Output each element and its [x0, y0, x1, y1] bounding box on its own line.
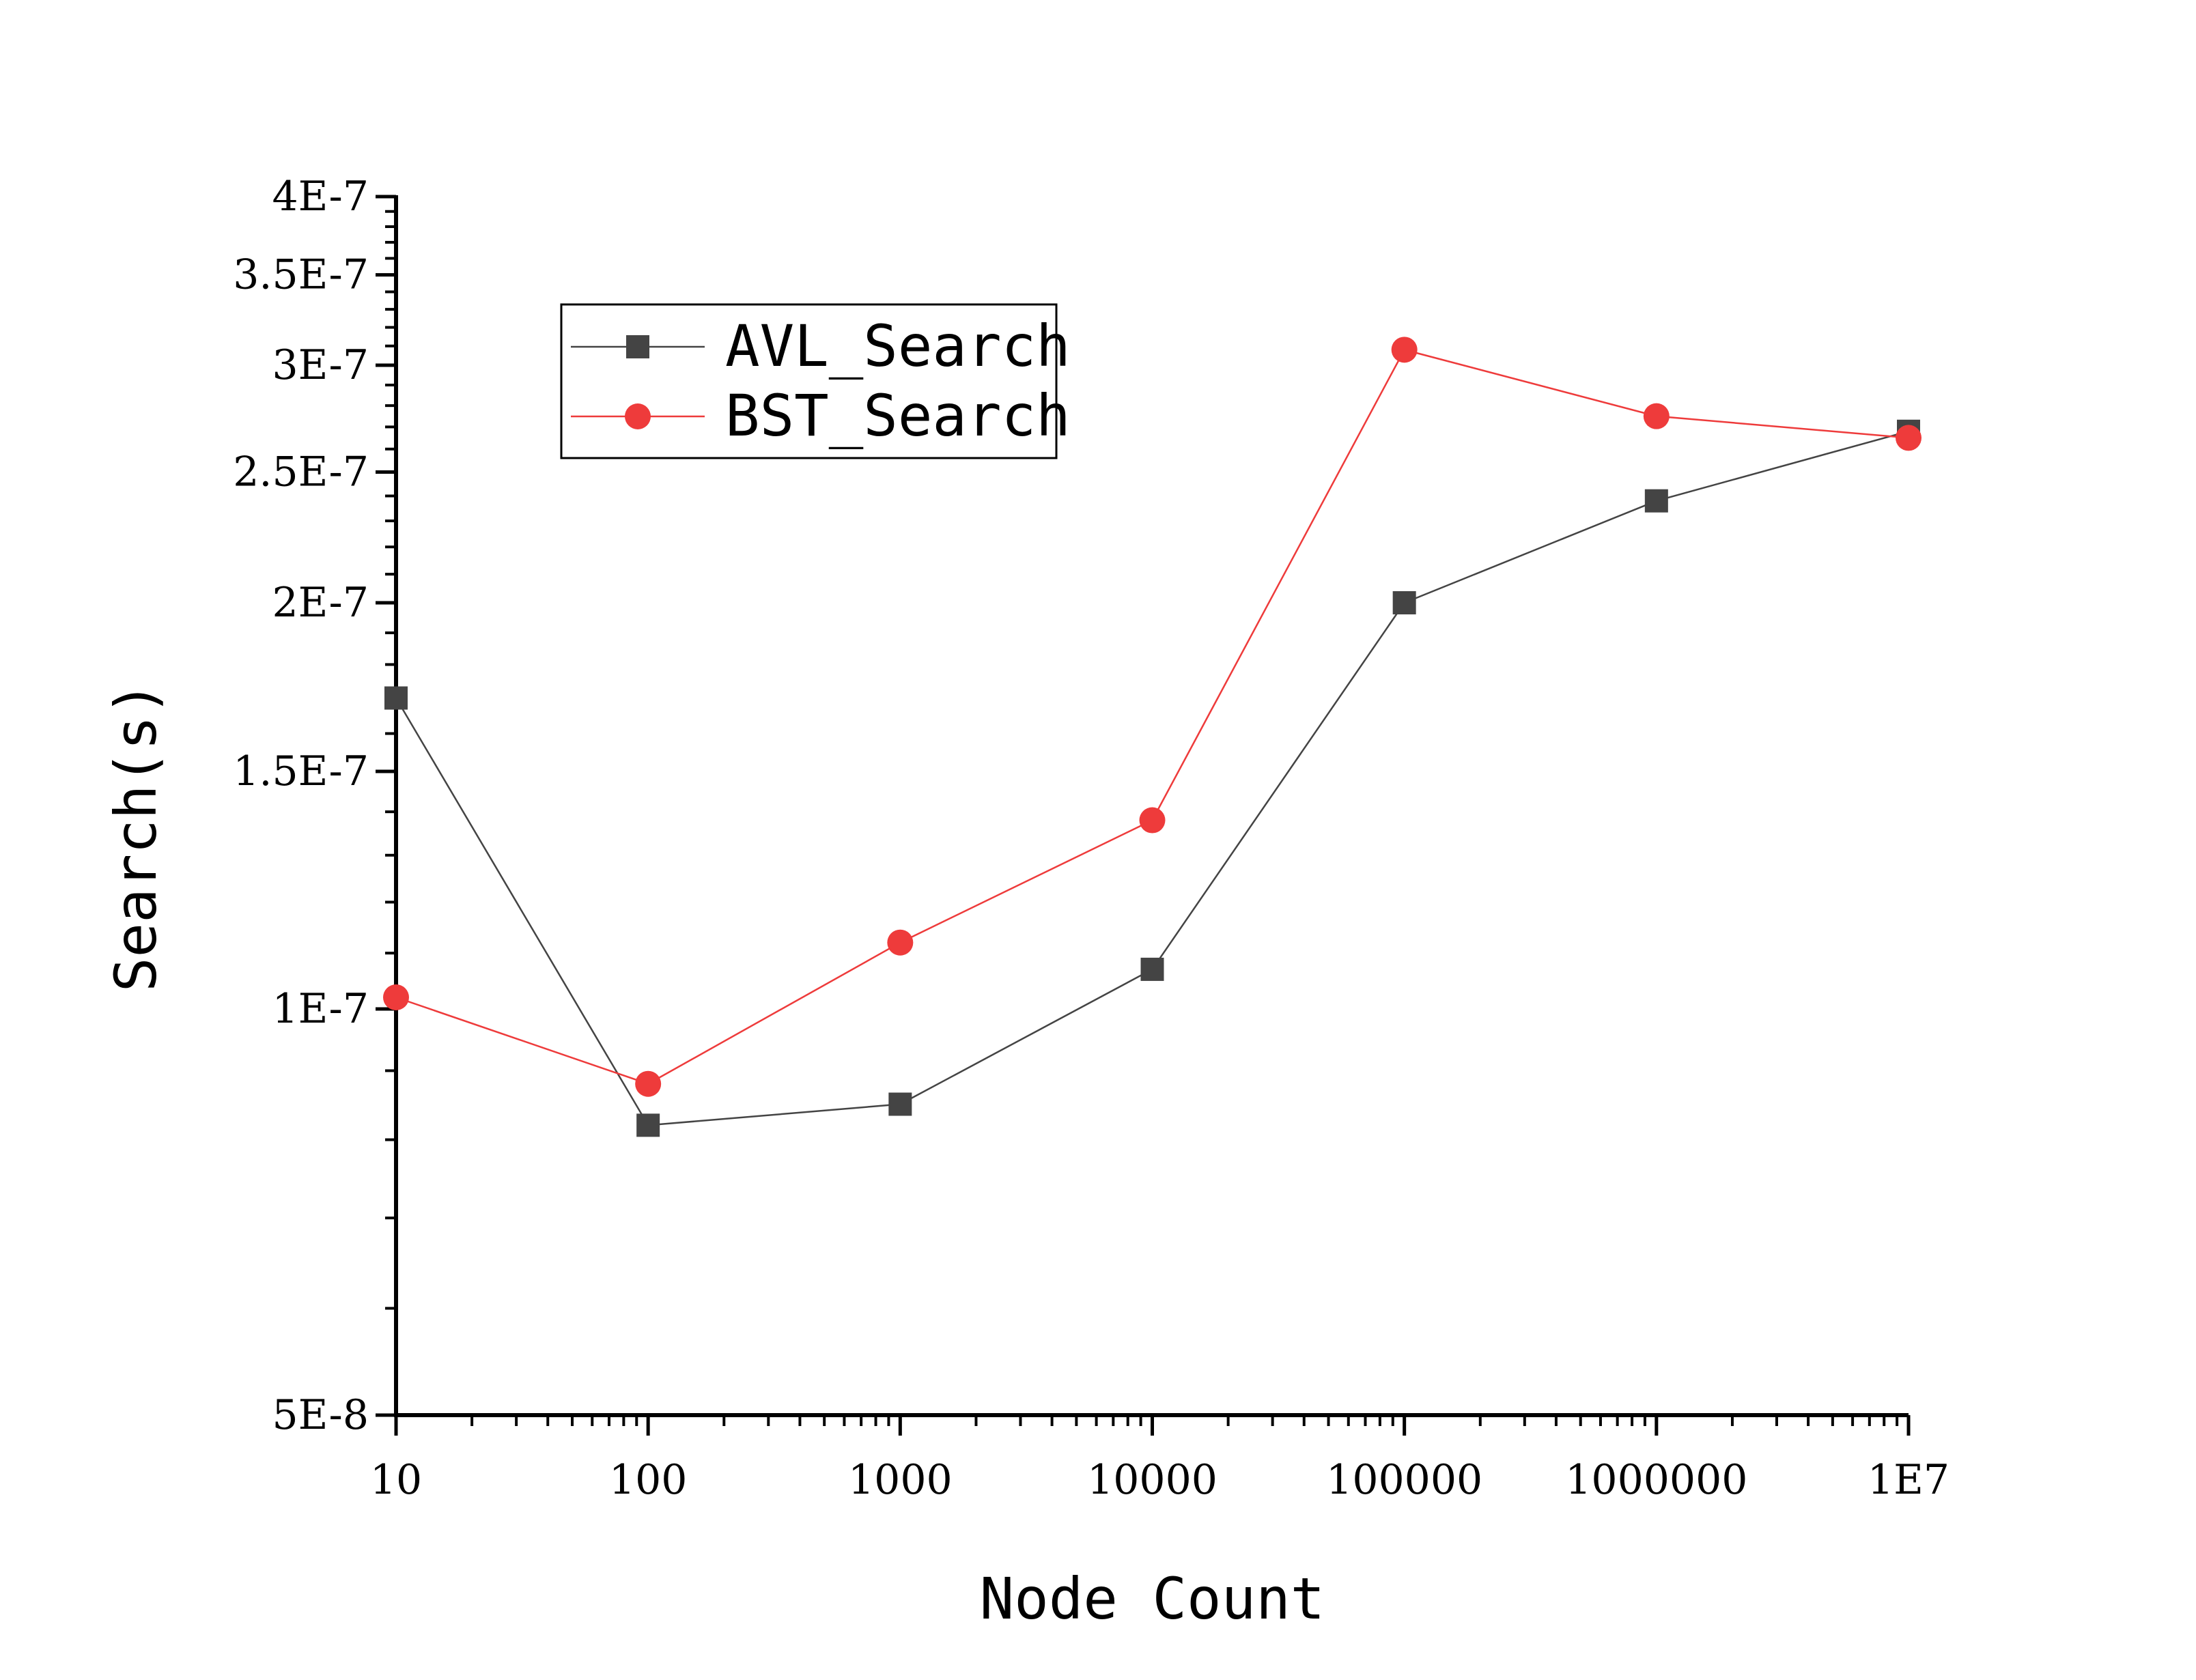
data-point: [384, 686, 408, 710]
data-point: [1391, 337, 1418, 363]
legend-box: [560, 303, 1058, 459]
y-tick-label: 4E-7: [272, 173, 369, 220]
series: [383, 337, 1922, 1137]
y-tick-label: 1E-7: [272, 985, 369, 1033]
data-point: [635, 1070, 662, 1097]
y-tick-label: 2.5E-7: [233, 448, 369, 496]
x-tick-label: 1E7: [1868, 1456, 1949, 1504]
legend-marker: [625, 403, 651, 429]
data-point: [1392, 591, 1416, 614]
x-tick-label: 10000: [1087, 1456, 1217, 1504]
axes: 5E-8 1E-7 1.5E-7 2E-7 2.5E-7 3E-7 3.5E-7 4E-7 1…: [233, 173, 1949, 1504]
legend-marker: [626, 335, 649, 358]
y-tick-label: 3E-7: [272, 341, 369, 389]
x-tick-label: 100000: [1326, 1456, 1482, 1504]
data-point: [636, 1113, 660, 1137]
legend-item: BST_Search: [571, 382, 1071, 449]
data-point: [383, 984, 409, 1011]
legend-item: AVL_Search: [571, 313, 1071, 380]
series-bst-search: [383, 337, 1922, 1097]
y-tick-label: 2E-7: [272, 579, 369, 627]
data-point: [1896, 425, 1922, 451]
data-point: [1139, 807, 1166, 834]
x-tick-label: 10: [370, 1456, 422, 1504]
x-tick-label: 1000000: [1565, 1456, 1747, 1504]
data-point: [887, 929, 914, 956]
y-ticks: 5E-8 1E-7 1.5E-7 2E-7 2.5E-7 3E-7 3.5E-7 4E-7: [233, 173, 396, 1439]
data-point: [888, 1092, 912, 1116]
data-point: [1140, 957, 1164, 981]
data-point: [1643, 403, 1670, 429]
series-avl-search: [384, 419, 1920, 1137]
y-axis-title: Search(s): [102, 681, 169, 992]
legend-label: AVL_Search: [725, 313, 1071, 380]
x-tick-label: 1000: [848, 1456, 953, 1504]
series-line: [395, 430, 1909, 1126]
x-axis-title: Node Count: [980, 1565, 1325, 1632]
legend-label: BST_Search: [725, 382, 1071, 449]
y-tick-label: 1.5E-7: [233, 748, 369, 795]
y-tick-label: 3.5E-7: [233, 251, 369, 299]
data-point: [1644, 489, 1668, 513]
x-tick-label: 100: [609, 1456, 688, 1504]
x-ticks: 10 100 1000 10000 100000 1000000 1E7: [370, 1415, 1949, 1504]
y-tick-label: 5E-8: [272, 1391, 369, 1439]
